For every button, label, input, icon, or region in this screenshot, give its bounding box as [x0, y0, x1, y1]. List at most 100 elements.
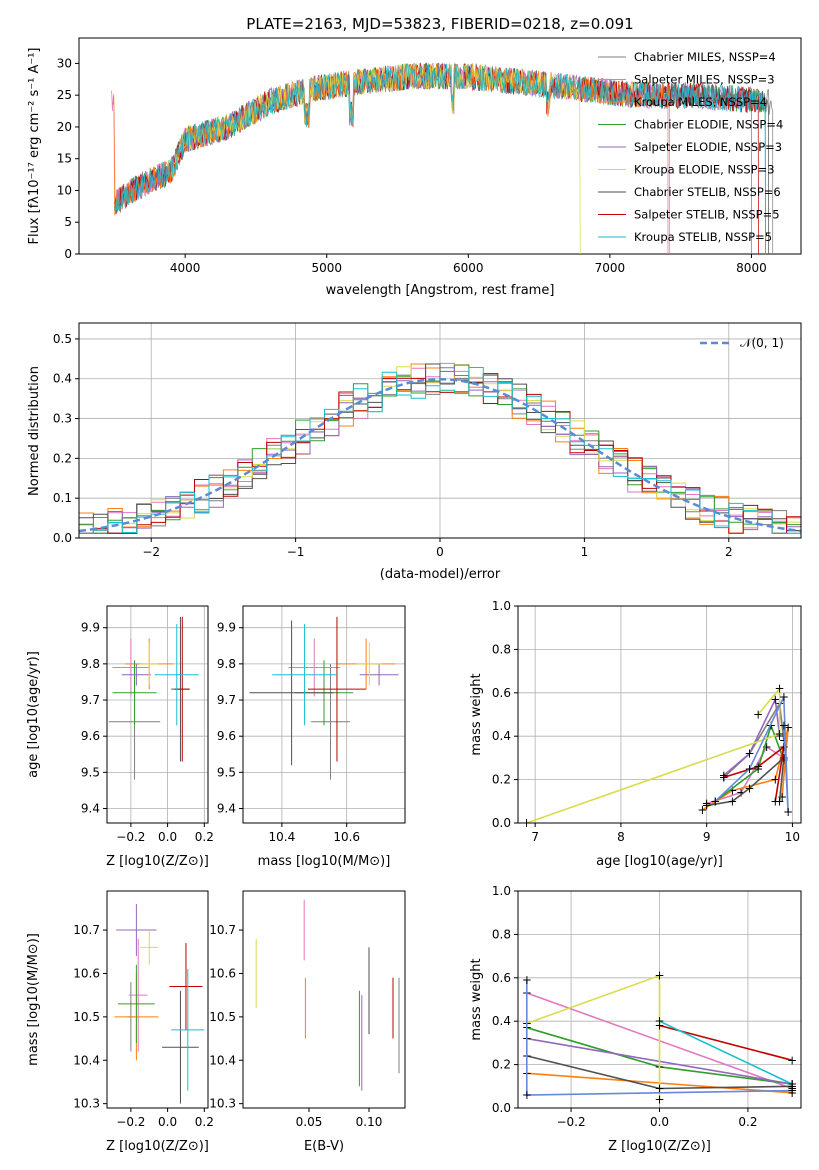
residuals-ylabel: Normed distribution: [27, 366, 42, 496]
x-tick-label: 0.2: [195, 830, 214, 844]
y-tick-label: 25: [57, 88, 72, 102]
legend-label-8: Salpeter STELIB, NSSP=5: [634, 208, 780, 222]
weight-age-marker: +: [775, 681, 785, 695]
weight-Z-marker: +: [654, 1019, 664, 1033]
y-tick-label: 9.6: [217, 729, 236, 743]
y-tick-label: 30: [57, 56, 72, 70]
weight-Z-marker: +: [654, 1092, 664, 1106]
weight-age-marker: +: [745, 762, 755, 776]
weight-Z-line-8: [659, 1020, 793, 1085]
legend-label-3: Kroupa MILES, NSSP=4: [634, 95, 767, 109]
spectrum-series-9: [114, 63, 766, 255]
residual-histograms: [79, 362, 801, 534]
legend-label-9: Kroupa STELIB, NSSP=5: [634, 230, 772, 244]
x-tick-label: −2: [142, 545, 160, 559]
y-tick-label: 0.3: [53, 412, 72, 426]
spectrum-lines: [111, 62, 774, 255]
normal-curve: [78, 377, 802, 533]
x-tick-label: 2: [725, 545, 733, 559]
y-tick-label: 9.9: [217, 621, 236, 635]
y-tick-label: 9.9: [81, 621, 100, 635]
y-tick-label: 0.0: [53, 531, 72, 545]
axis-xlabel: mass [log10(M/M⊙)]: [258, 854, 391, 869]
y-tick-label: 1.0: [492, 884, 511, 898]
weight-age-marker: +: [697, 803, 707, 817]
y-tick-label: 10.6: [73, 966, 100, 980]
y-tick-label: 0.0: [492, 816, 511, 830]
axis-xlabel: E(B-V): [304, 1139, 344, 1154]
y-tick-label: 9.4: [81, 802, 100, 816]
weight-Z-marker: +: [787, 1084, 797, 1098]
axes-frame: [106, 890, 209, 1109]
weight-age-marker: +: [710, 794, 720, 808]
weight-Z-line-6: [526, 1055, 793, 1090]
weight-age-marker: +: [770, 773, 780, 787]
weight-age-marker: +: [777, 790, 787, 804]
weight-age-line-1: [723, 701, 785, 778]
y-tick-label: 9.5: [217, 765, 236, 779]
x-tick-label: 8000: [736, 261, 767, 275]
weight-age-marker: +: [753, 762, 763, 776]
x-tick-label: −0.2: [556, 1115, 585, 1129]
x-tick-label: 0.2: [738, 1115, 757, 1129]
weight-age-marker: +: [727, 794, 737, 808]
y-tick-label: 1.0: [492, 599, 511, 613]
x-tick-label: 0.05: [296, 1115, 323, 1129]
spectrum-series-1: [114, 63, 774, 254]
y-tick-label: 0.8: [492, 642, 511, 656]
legend-label-7: Chabrier STELIB, NSSP=6: [634, 185, 781, 199]
axes-frame: [242, 890, 406, 1109]
y-tick-label: 10.7: [209, 923, 236, 937]
weight-age-marker: +: [702, 796, 712, 810]
weight-age-marker: +: [702, 799, 712, 813]
y-tick-label: 20: [57, 120, 72, 134]
x-tick-label: 4000: [170, 261, 201, 275]
legend-label-5: Salpeter ELODIE, NSSP=3: [634, 140, 782, 154]
y-tick-label: 5: [64, 215, 72, 229]
axis-xlabel: Z [log10(Z/Z⊙)]: [106, 854, 209, 869]
weight-age-marker: +: [770, 692, 780, 706]
axes-frame: [242, 605, 406, 824]
y-tick-label: 10.3: [209, 1097, 236, 1111]
y-tick-label: 9.7: [81, 693, 100, 707]
weight-age-marker: +: [779, 718, 789, 732]
axis-ylabel: mass weight: [469, 958, 484, 1040]
weight-age-line-2: [706, 745, 785, 805]
legend-label-normal: 𝒩(0, 1): [740, 336, 784, 350]
weight-age-marker: +: [745, 781, 755, 795]
weight-age-marker: +: [783, 721, 793, 735]
histogram-series-9: [79, 367, 801, 534]
figure-title: PLATE=2163, MJD=53823, FIBERID=0218, z=0…: [246, 15, 633, 33]
y-tick-label: 0.0: [492, 1101, 511, 1115]
weight-Z-marker: +: [787, 1077, 797, 1091]
panel-mass-vs-Z: −0.2 0.0 0.2 10.3 10.4 10.5 10.6 10.7 Z [log10(Z…: [26, 890, 214, 1154]
x-tick-label: 0.10: [356, 1115, 383, 1129]
weight-age-line-6: [526, 686, 781, 824]
weight-age-marker: +: [775, 727, 785, 741]
weight-Z-line-9: [526, 980, 793, 1096]
weight-Z-marker: +: [787, 1086, 797, 1100]
y-tick-label: 10.4: [209, 1053, 236, 1067]
panel-residuals: −2 −1 0 1 2 0.0 0.1 0.2 0.3 0.4 0.5 𝒩(0, 1) (data-…: [27, 322, 802, 582]
x-tick-label: 0.0: [158, 830, 177, 844]
panel-weight-vs-Z: ++++++++++++++ +++++++ +−0.2 0.0 0.20.00.20.…: [469, 884, 802, 1154]
y-tick-label: 0.2: [53, 451, 72, 465]
weight-age-marker: +: [775, 794, 785, 808]
y-tick-label: 9.7: [217, 693, 236, 707]
y-tick-label: 0.6: [492, 971, 511, 985]
axis-xlabel: Z [log10(Z/Z⊙)]: [106, 1139, 209, 1154]
axis-ylabel: mass weight: [469, 673, 484, 755]
weight-age-marker: +: [779, 740, 789, 754]
axis-ylabel: age [log10(age/yr)]: [26, 651, 41, 778]
x-tick-label: −1: [287, 545, 305, 559]
y-tick-label: 0.4: [53, 372, 72, 386]
weight-age-marker: +: [727, 783, 737, 797]
x-tick-label: 10.4: [269, 830, 296, 844]
legend-label-1: Chabrier MILES, NSSP=4: [634, 50, 776, 64]
weight-age-marker: +: [745, 747, 755, 761]
y-tick-label: 0.4: [492, 729, 511, 743]
weight-Z-marker: +: [654, 1014, 664, 1028]
weight-age-marker: +: [770, 794, 780, 808]
weight-age-marker: +: [775, 729, 785, 743]
